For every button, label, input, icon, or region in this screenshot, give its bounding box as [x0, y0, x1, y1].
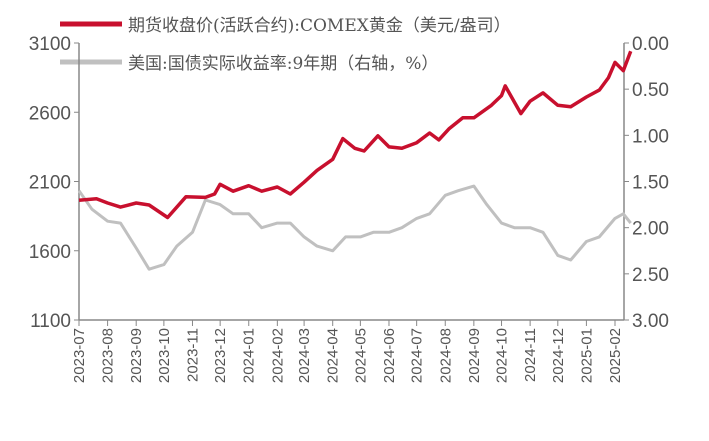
left-tick-label: 3100 [29, 34, 71, 55]
x-tick-label: 2023-10 [156, 328, 173, 383]
x-tick-label: 2023-11 [184, 328, 201, 382]
x-tick-label: 2023-08 [100, 328, 117, 383]
x-tick-label: 2024-11 [522, 328, 539, 382]
right-tick-label: 0.50 [632, 80, 669, 101]
right-tick-label: 3.00 [632, 311, 669, 332]
left-tick-label: 1100 [30, 311, 71, 332]
x-tick-label: 2023-07 [71, 328, 88, 383]
x-tick-label: 2024-07 [409, 328, 426, 383]
x-tick-label: 2024-08 [437, 328, 454, 383]
series-line-real-yield [77, 184, 632, 271]
x-tick-label: 2025-02 [607, 328, 624, 383]
right-tick-label: 1.00 [632, 126, 669, 147]
right-tick-label: 1.50 [632, 173, 669, 194]
legend-label-yield: 美国:国债实际收益率:9年期（右轴，%） [128, 54, 438, 74]
x-tick-label: 2024-09 [466, 328, 483, 383]
x-tick-label: 2024-02 [269, 328, 286, 383]
x-tick-label: 2024-01 [241, 328, 258, 383]
x-tick-label: 2023-12 [212, 328, 229, 383]
right-tick-label: 2.00 [632, 219, 669, 240]
x-tick-label: 2025-01 [578, 328, 595, 383]
right-tick-label: 0.00 [632, 34, 669, 55]
legend-label-gold: 期货收盘价(活跃合约):COMEX黄金（美元/盎司） [128, 16, 511, 36]
x-tick-label: 2024-12 [550, 328, 567, 383]
x-tick-label: 2023-09 [128, 328, 145, 383]
left-tick-label: 2600 [29, 103, 71, 124]
x-tick-label: 2024-03 [296, 328, 313, 383]
left-tick-label: 1600 [29, 242, 71, 263]
series-line-gold-price [78, 50, 633, 220]
x-tick-label: 2024-05 [352, 328, 369, 383]
left-tick-label: 2100 [29, 173, 71, 194]
x-tick-label: 2024-06 [381, 328, 398, 383]
right-tick-label: 2.50 [632, 265, 669, 286]
x-tick-label: 2024-04 [325, 328, 342, 383]
x-tick-label: 2024-10 [494, 328, 511, 383]
